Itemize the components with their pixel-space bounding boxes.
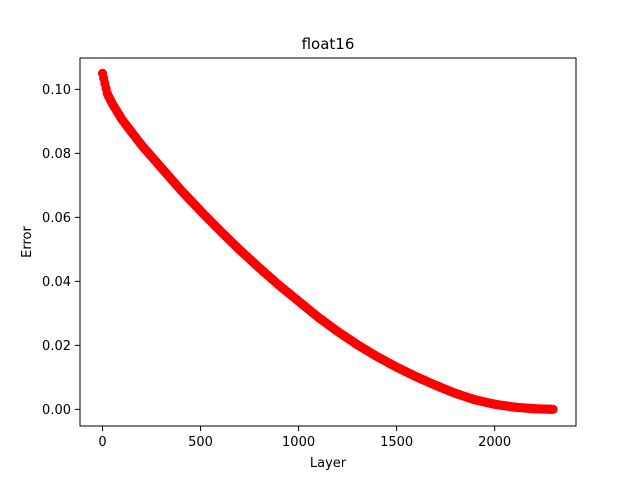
y-tick-label: 0.04 <box>42 275 71 290</box>
y-tick-label: 0.00 <box>42 403 71 418</box>
y-axis-label: Error <box>20 226 35 258</box>
x-axis-label: Layer <box>310 456 347 471</box>
axes-frame <box>79 57 577 427</box>
x-tick-label: 1000 <box>282 435 315 450</box>
x-tick-label: 1500 <box>380 435 413 450</box>
y-tick-label: 0.08 <box>42 147 71 162</box>
x-tick-label: 0 <box>98 435 106 450</box>
x-axis-ticks: 0 500 1000 1500 2000 <box>98 426 511 450</box>
plot-layer <box>97 68 558 414</box>
chart-title: float16 <box>302 35 355 53</box>
y-axis-ticks: 0.00 0.02 0.04 0.06 0.08 0.10 <box>42 83 80 418</box>
x-tick-label: 2000 <box>478 435 511 450</box>
y-tick-label: 0.02 <box>42 339 71 354</box>
y-tick-label: 0.06 <box>42 211 71 226</box>
data-point <box>548 404 558 414</box>
y-tick-label: 0.10 <box>42 83 71 98</box>
x-tick-label: 500 <box>188 435 213 450</box>
